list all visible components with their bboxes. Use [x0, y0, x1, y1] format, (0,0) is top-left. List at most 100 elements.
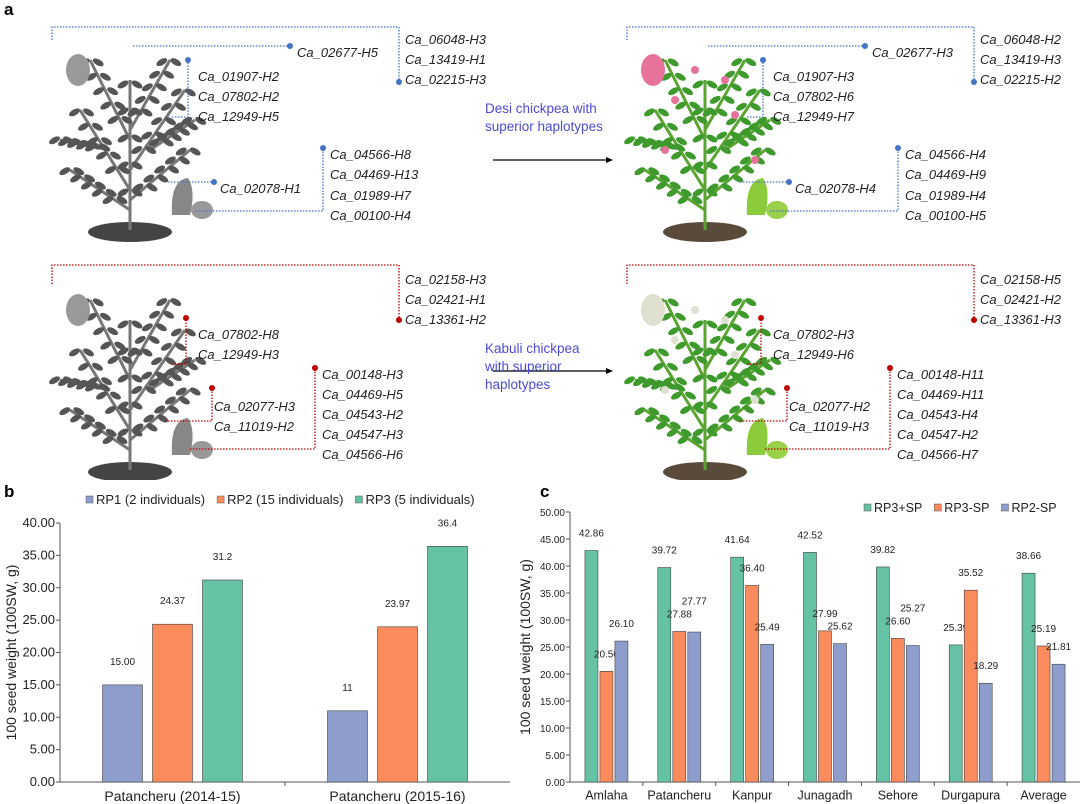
leaf — [745, 328, 757, 337]
leaf — [706, 161, 718, 170]
haplotype-label: Ca_04469-H11 — [897, 387, 985, 402]
leaf — [149, 70, 161, 79]
bar — [1036, 645, 1051, 783]
data-label: 27.77 — [682, 596, 707, 607]
bar — [948, 644, 963, 783]
data-label: 35.52 — [958, 568, 983, 579]
leaf — [195, 356, 207, 365]
leaf — [59, 407, 71, 416]
leaf — [107, 327, 119, 336]
legend-label: RP2 (15 individuals) — [227, 492, 343, 507]
haplotype-label: Ca_04547-H2 — [897, 427, 978, 442]
leaf — [85, 72, 97, 81]
leaf — [59, 167, 71, 176]
y-tick-label: 40.00 — [22, 515, 55, 530]
connector-line — [740, 388, 788, 422]
leaf — [143, 414, 155, 423]
leaf — [91, 188, 103, 197]
leaf — [634, 167, 646, 176]
leaf — [680, 406, 691, 414]
haplotype-label: Ca_04543-H4 — [897, 407, 978, 422]
haplotype-label: Ca_02077-H2 — [789, 399, 870, 414]
leaf — [756, 356, 768, 365]
haplotype-label: Ca_07802-H3 — [773, 327, 854, 342]
haplotype-label: Ca_04469-H13 — [330, 167, 419, 183]
haplotype-label: Ca_02158-H3 — [405, 272, 486, 287]
category-label: Junagadh — [798, 789, 853, 803]
leaf — [676, 377, 687, 386]
leaf — [156, 373, 168, 382]
category-label: Kanpur — [732, 789, 772, 803]
small-flower — [671, 336, 679, 344]
leaf — [149, 310, 161, 319]
legend-label: RP2-SP — [1011, 501, 1056, 515]
haplotype-label: Ca_00100-H4 — [330, 207, 411, 223]
connector-dot — [320, 145, 326, 151]
leaf — [634, 407, 646, 416]
leaf — [154, 405, 166, 414]
leaf — [105, 406, 116, 414]
leaf — [105, 166, 116, 174]
connector-dot — [887, 365, 893, 371]
leaf — [92, 362, 103, 371]
leaf — [691, 436, 703, 444]
leaf — [63, 376, 74, 385]
leaf — [84, 174, 96, 183]
leaf — [151, 117, 162, 126]
chickpea-plant — [624, 294, 788, 480]
leaf — [49, 376, 60, 385]
leaf — [682, 327, 694, 336]
leaf — [161, 102, 172, 111]
data-label: 27.88 — [667, 609, 692, 620]
leaf — [80, 421, 92, 430]
leaf — [706, 401, 718, 410]
leaf — [162, 378, 174, 387]
leaf — [170, 133, 182, 142]
chickpea-plant — [49, 54, 213, 242]
legend-swatch — [216, 495, 225, 504]
leaf — [692, 320, 704, 329]
connector-dot — [185, 57, 191, 63]
leaf — [117, 107, 129, 116]
leaf — [660, 72, 672, 81]
haplotype-label: Ca_12949-H7 — [773, 109, 854, 124]
data-label: 42.86 — [579, 529, 604, 540]
leaf — [685, 151, 696, 160]
data-label: 20.50 — [594, 649, 619, 660]
leaf — [676, 137, 687, 146]
legend-swatch — [85, 495, 94, 504]
leaf — [70, 414, 82, 423]
leaf — [658, 348, 669, 357]
leaf — [692, 428, 704, 437]
leaf — [178, 396, 190, 405]
leaf — [63, 136, 74, 145]
leaf — [656, 379, 667, 388]
category-label: Durgapura — [941, 789, 1000, 803]
pod-icon — [171, 418, 193, 455]
leaf — [721, 183, 733, 192]
haplotype-label: Ca_01907-H3 — [773, 69, 854, 84]
y-tick-label: 25.00 — [22, 612, 55, 627]
leaf — [141, 348, 153, 357]
haplotype-label: Ca_00100-H5 — [905, 207, 986, 223]
leaf — [173, 122, 184, 131]
leaf — [148, 95, 160, 104]
haplotype-label: Ca_11019-H2 — [214, 419, 294, 434]
bar — [963, 589, 978, 783]
leaf — [179, 367, 190, 376]
leaf — [665, 141, 676, 150]
leaf — [117, 320, 129, 329]
legend-swatch — [355, 495, 363, 504]
connector-dot — [784, 385, 790, 391]
data-label: 18.29 — [973, 661, 998, 672]
bar — [891, 638, 905, 783]
connector-line — [165, 388, 213, 422]
leaf — [647, 138, 658, 147]
leaf — [667, 58, 679, 67]
data-label: 36.40 — [740, 563, 765, 574]
leaf — [764, 387, 776, 396]
leaf — [83, 108, 94, 117]
leaf — [716, 131, 728, 140]
leaf — [740, 117, 751, 126]
leaf — [645, 414, 657, 423]
